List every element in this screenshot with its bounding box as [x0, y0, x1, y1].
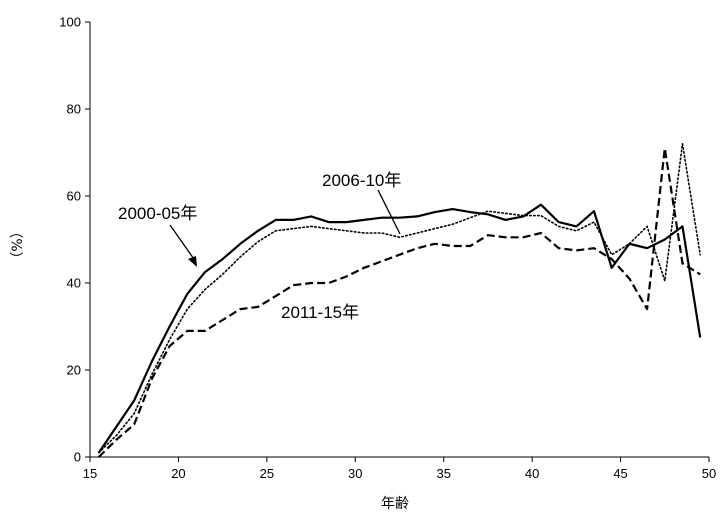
- y-tick-label: 100: [59, 15, 81, 30]
- x-tick-label: 45: [613, 466, 627, 481]
- y-tick-label: 0: [74, 450, 81, 465]
- y-tick-label: 20: [67, 363, 81, 378]
- x-tick-label: 30: [348, 466, 362, 481]
- x-tick-label: 25: [260, 466, 274, 481]
- x-ticks: 15 20 25 30 35 40 45 50: [83, 457, 716, 481]
- x-tick-label: 15: [83, 466, 97, 481]
- y-tick-label: 40: [67, 276, 81, 291]
- x-tick-label: 35: [436, 466, 450, 481]
- axes: [89, 22, 709, 458]
- x-tick-label: 50: [702, 466, 716, 481]
- series-group: [97, 143, 702, 458]
- series-line-2000-05年: [97, 203, 702, 454]
- annotation-arrow-2006-10: [377, 189, 401, 235]
- x-tick-label: 40: [525, 466, 539, 481]
- x-tick-label: 20: [171, 466, 185, 481]
- series-line-2011-15年: [98, 147, 701, 458]
- y-ticks: 0 20 40 60 80 100: [59, 15, 90, 465]
- y-tick-label: 80: [67, 102, 81, 117]
- annotation-2000-05: 2000-05年: [118, 204, 197, 223]
- y-axis-title: （%）: [10, 224, 26, 265]
- x-axis-title: 年齢: [381, 496, 409, 512]
- annotation-2011-15: 2011-15年: [281, 303, 359, 322]
- annotation-2006-10: 2006-10年: [322, 171, 401, 190]
- annotation-arrow-2000-05: [169, 224, 197, 263]
- annotations: 2000-05年 2006-10年 2011-15年: [118, 171, 401, 322]
- y-tick-label: 60: [67, 189, 81, 204]
- annotation-arrowhead-2000-05: [188, 256, 197, 267]
- series-line-2006-10年: [98, 143, 702, 454]
